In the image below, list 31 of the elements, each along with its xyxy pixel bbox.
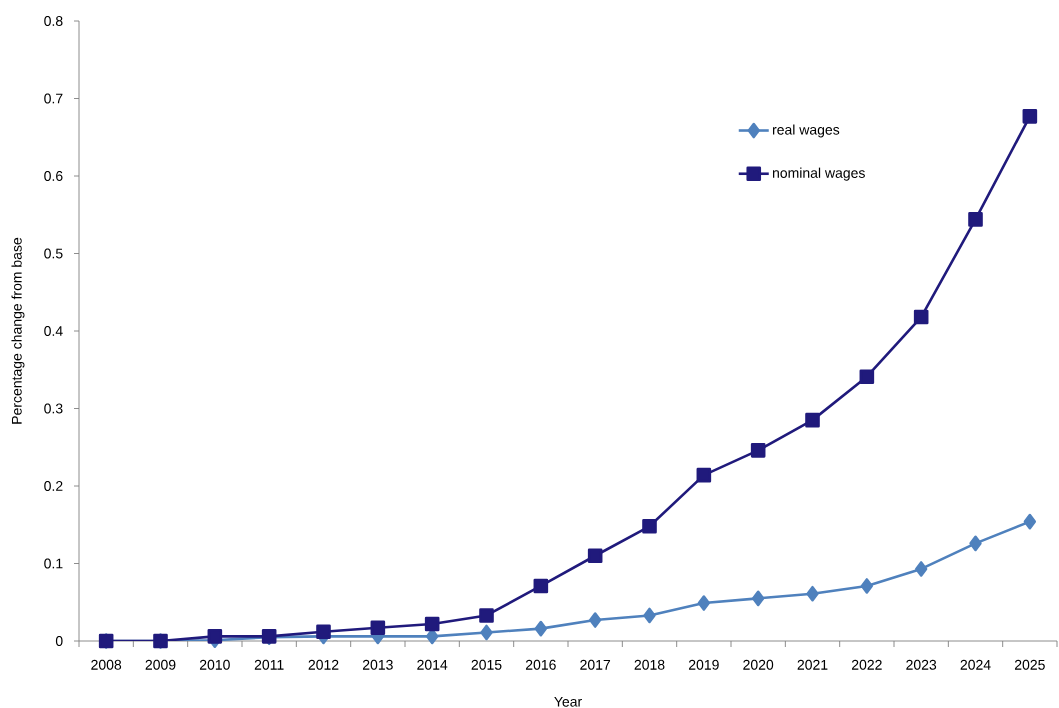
y-tick-label: 0.7: [44, 93, 63, 104]
x-tick-label: 2012: [308, 659, 339, 670]
x-tick-label: 2021: [797, 659, 828, 670]
y-tick-label: 0.1: [44, 558, 63, 569]
y-tick-label: 0.5: [44, 248, 63, 259]
x-tick-label: 2010: [199, 659, 230, 670]
y-tick-label: 0.8: [44, 16, 63, 26]
x-tick-label: 2017: [580, 659, 611, 670]
x-tick-label: 2015: [471, 659, 502, 670]
x-tick-label: 2019: [688, 659, 719, 670]
y-tick-label: 0: [55, 636, 63, 646]
x-tick-label: 2008: [91, 659, 122, 670]
x-axis-title: Year: [554, 696, 582, 707]
x-tick-label: 2011: [254, 659, 284, 670]
x-tick-label: 2020: [743, 659, 774, 670]
x-tick-label: 2022: [851, 659, 882, 670]
x-tick-label: 2018: [634, 659, 665, 670]
x-tick-label: 2023: [906, 659, 937, 670]
x-tick-label: 2016: [525, 659, 556, 670]
x-tick-label: 2014: [417, 659, 448, 670]
x-tick-label: 2024: [960, 659, 991, 670]
x-tick-label: 2009: [145, 659, 176, 670]
legend-label: real wages: [772, 124, 840, 138]
legend-label: nominal wages: [772, 167, 865, 181]
y-tick-label: 0.6: [44, 171, 63, 181]
y-tick-label: 0.2: [44, 481, 63, 491]
y-tick-label: 0.3: [44, 403, 63, 414]
x-tick-label: 2013: [362, 659, 393, 670]
x-tick-label: 2025: [1014, 659, 1045, 670]
y-axis-title: Percentage change from base: [11, 237, 25, 424]
y-tick-label: 0.4: [44, 326, 63, 336]
